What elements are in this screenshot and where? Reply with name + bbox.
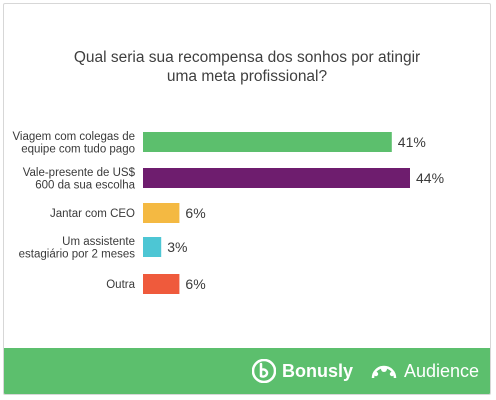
chart-card: Qual seria sua recompensa dos sonhos por… <box>3 3 491 395</box>
chart-title: Qual seria sua recompensa dos sonhos por… <box>4 48 490 86</box>
bonusly-b-icon <box>252 359 276 383</box>
category-label: Outra <box>106 279 135 291</box>
chart-title-line-1: Qual seria sua recompensa dos sonhos por… <box>73 49 421 66</box>
value-label: 3% <box>167 239 187 255</box>
bonusly-logo-text: Bonusly <box>282 360 354 381</box>
category-label: Jantar com CEO <box>50 208 135 220</box>
bar <box>143 274 180 294</box>
value-label: 44% <box>416 170 444 186</box>
chart-title-line-2: uma meta profissional? <box>166 68 328 85</box>
value-label: 6% <box>185 276 205 292</box>
value-label: 41% <box>398 134 426 150</box>
audience-icon <box>371 365 397 379</box>
category-label: Viagem com colegas de equipe com tudo pag… <box>12 131 135 156</box>
category-label: Um assistente estagiário por 2 meses <box>19 236 136 261</box>
bar <box>143 237 162 257</box>
bar <box>143 168 410 188</box>
bar-chart: Viagem com colegas de equipe com tudo pag… <box>12 131 444 294</box>
value-label: 6% <box>185 205 205 221</box>
audience-logo-text: Audience <box>404 360 480 381</box>
bar <box>143 203 180 223</box>
bar <box>143 132 392 152</box>
audience-logo: Audience <box>370 348 479 394</box>
category-label: Vale-presente de US$ 600 da sua escolha <box>23 167 136 192</box>
footer-bar: Bonusly Audience <box>4 348 490 394</box>
bonusly-logo: Bonusly <box>252 348 353 394</box>
